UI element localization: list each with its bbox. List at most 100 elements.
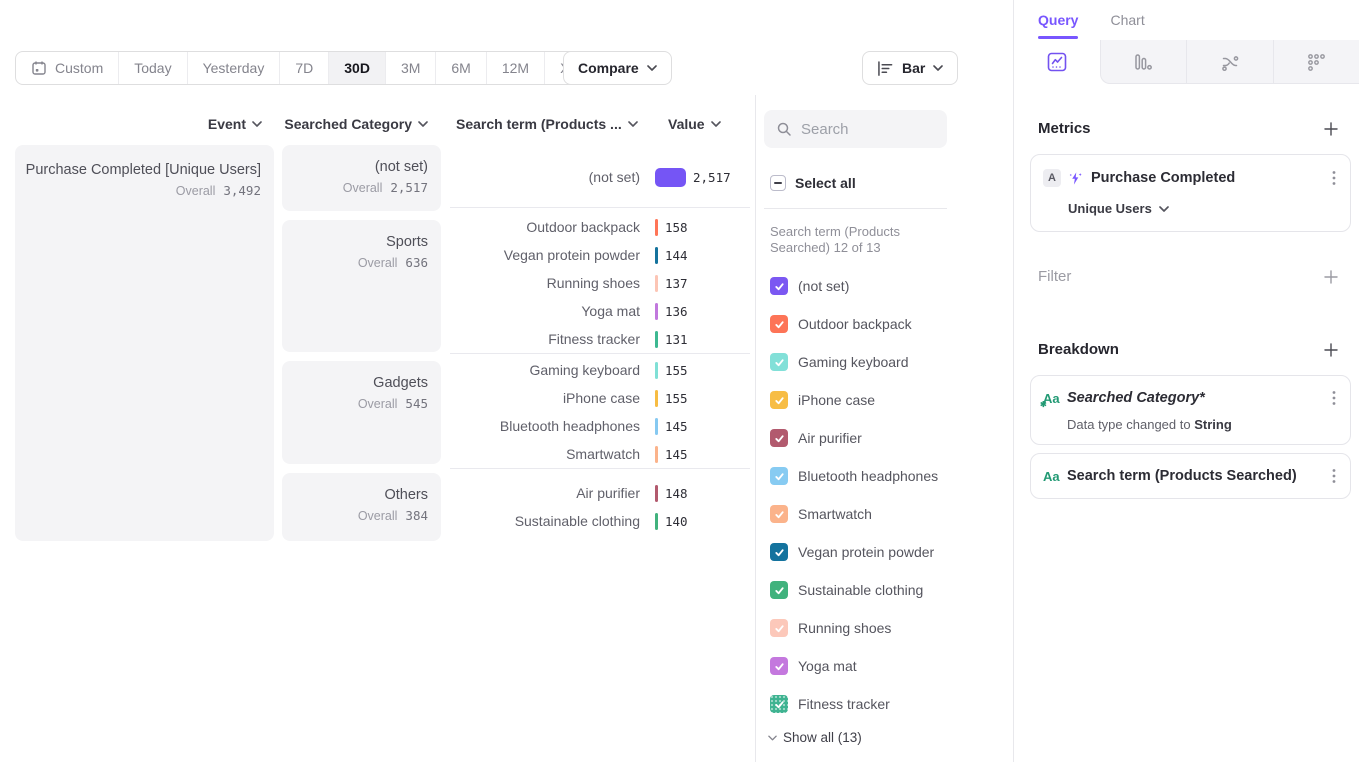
column-header-category[interactable]: Searched Category	[282, 116, 428, 132]
legend-search[interactable]	[764, 110, 947, 148]
chart-type-dropdown[interactable]: Bar	[862, 51, 958, 85]
check-icon	[774, 471, 785, 482]
kebab-menu-icon[interactable]	[1330, 168, 1338, 188]
overall-value: 545	[405, 396, 428, 411]
date-range-label: Custom	[55, 60, 103, 76]
term-row[interactable]: Vegan protein powder 144	[450, 241, 750, 269]
series-checkbox[interactable]	[770, 315, 788, 333]
term-row[interactable]: Running shoes 137	[450, 269, 750, 297]
series-checkbox[interactable]	[770, 619, 788, 637]
date-range-button[interactable]: Custom	[16, 52, 118, 84]
term-row[interactable]: Bluetooth headphones 145	[450, 412, 750, 440]
breakdown-cards: Aa Searched Category* Data type changed …	[1014, 375, 1359, 499]
panel-tab[interactable]: Chart	[1110, 12, 1144, 40]
tab-retention[interactable]	[1273, 40, 1359, 84]
value-bar	[655, 331, 658, 348]
date-range-button[interactable]: 7D	[279, 52, 328, 84]
check-icon	[774, 699, 785, 710]
legend-item[interactable]: Fitness tracker	[756, 685, 1013, 723]
series-checkbox[interactable]	[770, 467, 788, 485]
overall-value: 3,492	[223, 183, 261, 198]
tab-funnels[interactable]	[1100, 40, 1187, 84]
legend-item[interactable]: Air purifier	[756, 419, 1013, 457]
date-range-button[interactable]: 6M	[435, 52, 485, 84]
breakdown-card[interactable]: Aa Searched Category* Data type changed …	[1030, 375, 1351, 445]
term-row[interactable]: Air purifier 148	[450, 479, 750, 507]
category-cell[interactable]: Sports Overall 636	[282, 220, 441, 352]
select-all-checkbox[interactable]	[770, 175, 786, 191]
measure-dropdown[interactable]: Unique Users	[1068, 201, 1338, 216]
kebab-menu-icon[interactable]	[1330, 466, 1338, 486]
legend-item[interactable]: Vegan protein powder	[756, 533, 1013, 571]
event-sparkle-icon	[1068, 171, 1083, 186]
insights-icon	[1046, 51, 1068, 73]
legend-item[interactable]: iPhone case	[756, 381, 1013, 419]
add-metric-button[interactable]	[1323, 121, 1339, 137]
legend-item[interactable]: Running shoes	[756, 609, 1013, 647]
kebab-menu-icon[interactable]	[1330, 388, 1338, 408]
legend-item[interactable]: Sustainable clothing	[756, 571, 1013, 609]
term-row[interactable]: iPhone case 155	[450, 384, 750, 412]
breakdown-property-label: Search term (Products Searched)	[1067, 468, 1297, 484]
tab-insights[interactable]	[1014, 40, 1100, 84]
series-checkbox[interactable]	[770, 657, 788, 675]
term-value: 145	[665, 419, 688, 434]
panel-tab[interactable]: Query	[1038, 12, 1078, 40]
metric-card[interactable]: A Purchase Completed Unique Users	[1030, 154, 1351, 232]
term-row[interactable]: Yoga mat 136	[450, 297, 750, 325]
legend-item-label: Gaming keyboard	[798, 354, 909, 370]
term-row[interactable]: Sustainable clothing 140	[450, 507, 750, 535]
date-range-picker: Custom Today	[15, 51, 622, 85]
legend-item[interactable]: Gaming keyboard	[756, 343, 1013, 381]
show-all-toggle[interactable]: Show all (13)	[768, 730, 1013, 745]
column-header-event[interactable]: Event	[15, 116, 262, 132]
column-header-value[interactable]: Value	[668, 116, 721, 132]
select-all-toggle[interactable]: Select all	[770, 175, 1013, 191]
term-row[interactable]: Fitness tracker 131	[450, 325, 750, 353]
category-cell[interactable]: Others Overall 384	[282, 473, 441, 541]
overall-label: Overall	[343, 181, 383, 195]
series-checkbox[interactable]	[770, 277, 788, 295]
series-checkbox[interactable]	[770, 543, 788, 561]
term-value: 158	[665, 220, 688, 235]
date-range-button[interactable]: Yesterday	[187, 52, 280, 84]
select-all-label: Select all	[795, 175, 856, 191]
term-row[interactable]: (not set) 2,517	[450, 163, 750, 191]
series-checkbox[interactable]	[770, 391, 788, 409]
event-cell[interactable]: Purchase Completed [Unique Users] Overal…	[15, 145, 274, 541]
series-checkbox[interactable]	[770, 429, 788, 447]
column-header-search-term[interactable]: Search term (Products ...	[456, 116, 638, 132]
check-icon	[774, 547, 785, 558]
search-input[interactable]	[801, 121, 931, 138]
legend-item[interactable]: Yoga mat	[756, 647, 1013, 685]
series-checkbox[interactable]	[770, 695, 788, 713]
indeterminate-dash-icon	[774, 182, 782, 184]
term-row[interactable]: Gaming keyboard 155	[450, 356, 750, 384]
legend-item-label: Vegan protein powder	[798, 544, 934, 560]
chevron-down-icon	[711, 121, 721, 127]
date-range-button[interactable]: Today	[118, 52, 186, 84]
add-breakdown-button[interactable]	[1323, 342, 1339, 358]
add-filter-button[interactable]	[1323, 269, 1339, 285]
series-checkbox[interactable]	[770, 353, 788, 371]
term-row[interactable]: Smartwatch 145	[450, 440, 750, 468]
category-cell[interactable]: (not set) Overall 2,517	[282, 145, 441, 211]
date-range-button[interactable]: 12M	[486, 52, 544, 84]
compare-button[interactable]: Compare	[563, 51, 672, 85]
category-cell[interactable]: Gadgets Overall 545	[282, 361, 441, 464]
legend-item[interactable]: Smartwatch	[756, 495, 1013, 533]
date-range-label: 30D	[344, 60, 370, 76]
tab-flows[interactable]	[1186, 40, 1273, 84]
date-range-button[interactable]: 3M	[385, 52, 435, 84]
date-range-button[interactable]: 30D	[328, 52, 385, 84]
breakdown-card[interactable]: Aa Search term (Products Searched)	[1030, 453, 1351, 499]
term-row[interactable]: Outdoor backpack 158	[450, 213, 750, 241]
series-checkbox[interactable]	[770, 505, 788, 523]
term-value: 155	[665, 363, 688, 378]
series-checkbox[interactable]	[770, 581, 788, 599]
legend-item[interactable]: (not set)	[756, 267, 1013, 305]
term-value: 144	[665, 248, 688, 263]
legend-item[interactable]: Outdoor backpack	[756, 305, 1013, 343]
value-bar	[655, 446, 658, 463]
legend-item[interactable]: Bluetooth headphones	[756, 457, 1013, 495]
